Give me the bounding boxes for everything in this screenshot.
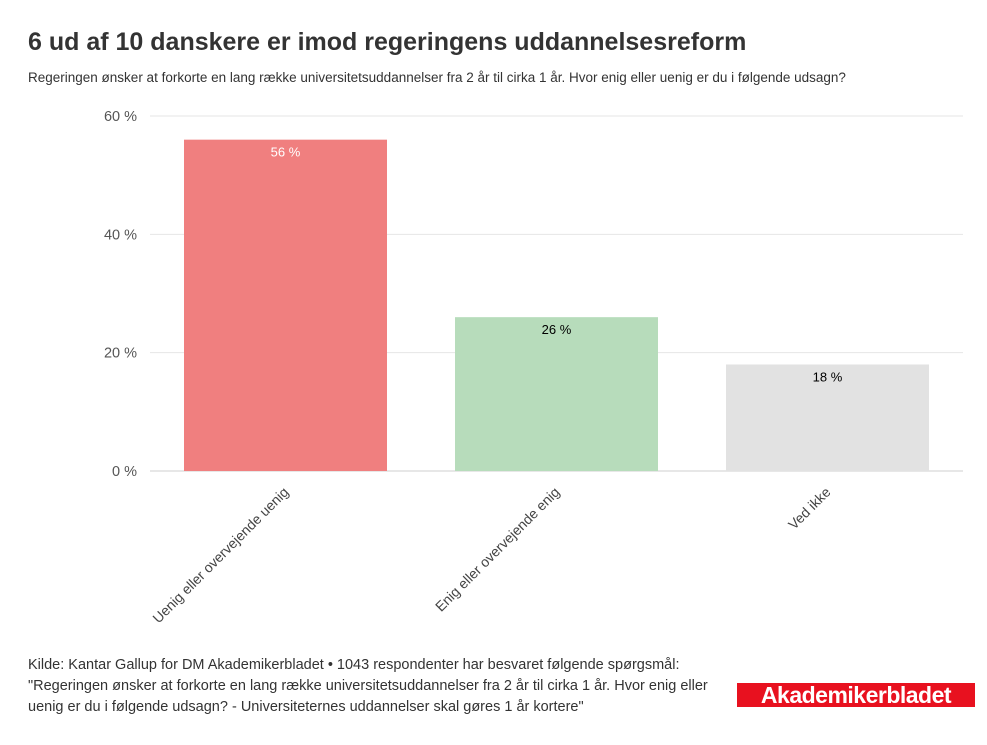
bars [184, 139, 929, 471]
x-axis-ticks: Uenig eller overvejende uenig Enig eller … [149, 484, 833, 626]
bar [455, 317, 658, 471]
y-tick-label: 40 % [104, 227, 137, 243]
chart-subtitle: Regeringen ønsker at forkorte en lang ræ… [28, 70, 846, 85]
y-axis-ticks: 0 % 20 % 40 % 60 % [104, 109, 137, 480]
y-tick-label: 60 % [104, 109, 137, 125]
bar-chart: 0 % 20 % 40 % 60 % 56 % 26 % 18 % Uenig eller… [104, 109, 963, 626]
x-tick-label: Ved ikke [785, 484, 834, 533]
data-label: 56 % [271, 145, 301, 160]
x-tick-label: Uenig eller overvejende uenig [149, 484, 291, 626]
bar [726, 364, 929, 471]
x-tick-label: Enig eller overvejende enig [432, 484, 563, 615]
data-label: 26 % [542, 322, 572, 337]
y-tick-label: 20 % [104, 346, 137, 362]
akademikerbladet-logo: Akademikerbladet [737, 683, 975, 707]
bar [184, 139, 387, 471]
chart-title: 6 ud af 10 danskere er imod regeringens … [28, 28, 747, 56]
y-tick-label: 0 % [112, 464, 137, 480]
data-label: 18 % [813, 370, 843, 385]
data-labels: 56 % 26 % 18 % [271, 145, 843, 385]
source-note: Kilde: Kantar Gallup for DM Akademikerbl… [28, 657, 708, 715]
